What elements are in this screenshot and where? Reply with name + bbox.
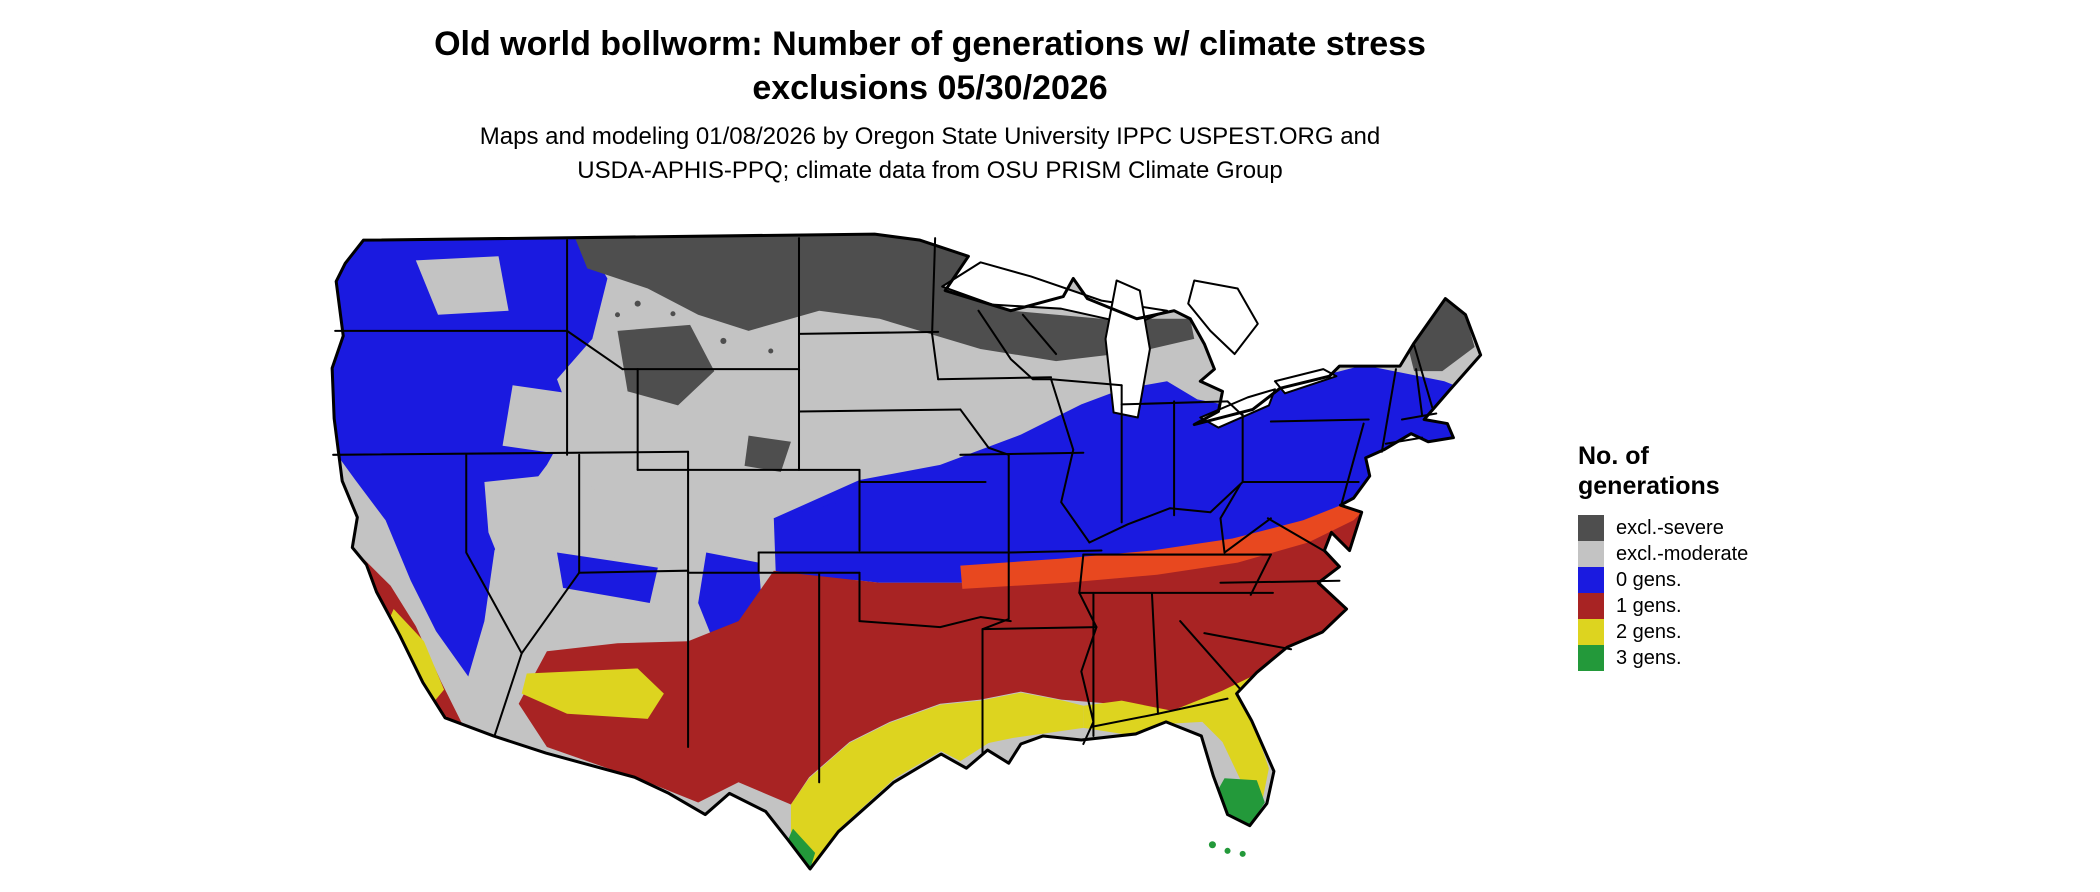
legend-swatch-g0 — [1578, 567, 1604, 593]
map-title: Old world bollworm: Number of generation… — [260, 22, 1600, 110]
region-excl-severe-north — [567, 234, 1195, 362]
legend-label-mod: excl.-moderate — [1616, 542, 1749, 565]
lake-michigan — [1104, 279, 1151, 419]
region-2gens-gulf-florida-atlantic — [1083, 608, 1348, 799]
region-0gens-az-rim — [557, 552, 658, 603]
raster-speckle — [634, 300, 641, 307]
key-dot — [1208, 841, 1216, 849]
region-2gens-arizona — [521, 668, 664, 719]
raster-speckle — [670, 311, 676, 317]
florida-keys — [1208, 841, 1246, 857]
map-title-line1: Old world bollworm: Number of generation… — [434, 25, 1426, 63]
legend-title-line2: generations — [1578, 471, 1720, 500]
region-excl-moderate-se-oregon — [502, 385, 584, 456]
region-excl-severe-maine — [1409, 298, 1475, 372]
legend-item-mod: excl.-moderate — [1578, 541, 1858, 567]
legend-label-g1: 1 gens. — [1616, 594, 1682, 617]
region-excl-moderate-columbia — [415, 256, 509, 315]
legend-item-sev: excl.-severe — [1578, 515, 1858, 541]
legend-item-g3: 3 gens. — [1578, 645, 1858, 671]
us-map-svg — [330, 232, 1483, 871]
legend-label-g3: 3 gens. — [1616, 646, 1682, 669]
legend-item-g0: 0 gens. — [1578, 567, 1858, 593]
legend-label-g2: 2 gens. — [1616, 620, 1682, 643]
lake-huron — [1187, 279, 1259, 356]
raster-speckle — [614, 312, 621, 318]
us-generations-map — [315, 218, 1525, 873]
legend-title-line1: No. of — [1578, 442, 1649, 470]
legend-title: No. of generations — [1578, 442, 1858, 501]
region-excl-severe-colorado — [744, 435, 791, 472]
map-title-line2: exclusions 05/30/2026 — [752, 69, 1108, 108]
legend-swatch-g1 — [1578, 593, 1604, 619]
region-excl-severe-yellowstone — [617, 324, 715, 406]
legend-item-g1: 1 gens. — [1578, 593, 1858, 619]
legend-swatch-g2 — [1578, 619, 1604, 645]
map-subtitle-line1: Maps and modeling 01/08/2026 by Oregon S… — [479, 123, 1381, 150]
map-subtitle: Maps and modeling 01/08/2026 by Oregon S… — [260, 120, 1600, 188]
legend: No. of generations excl.-severe excl.-mod… — [1578, 442, 1858, 671]
region-2gens-central-valley — [387, 608, 445, 702]
legend-label-sev: excl.-severe — [1616, 516, 1724, 539]
raster-speckle — [720, 337, 727, 344]
us-outline — [330, 232, 1483, 871]
region-3gens-south-texas — [787, 828, 816, 869]
key-dot — [1239, 850, 1246, 857]
legend-item-g2: 2 gens. — [1578, 619, 1858, 645]
region-0gens-west — [332, 234, 608, 677]
raster-speckle — [768, 348, 774, 354]
key-dot — [1224, 847, 1231, 854]
region-2gens-texas-gulf — [790, 692, 1084, 865]
region-1gen-hot-edge — [960, 480, 1382, 589]
legend-label-g0: 0 gens. — [1616, 568, 1682, 591]
legend-swatch-mod — [1578, 541, 1604, 567]
region-1gen-south-band — [518, 465, 1417, 805]
map-subtitle-line2: USDA-APHIS-PPQ; climate data from OSU PR… — [577, 157, 1283, 185]
legend-swatch-g3 — [1578, 645, 1604, 671]
legend-items: excl.-severe excl.-moderate 0 gens. 1 gens.… — [1578, 515, 1858, 671]
legend-swatch-sev — [1578, 515, 1604, 541]
